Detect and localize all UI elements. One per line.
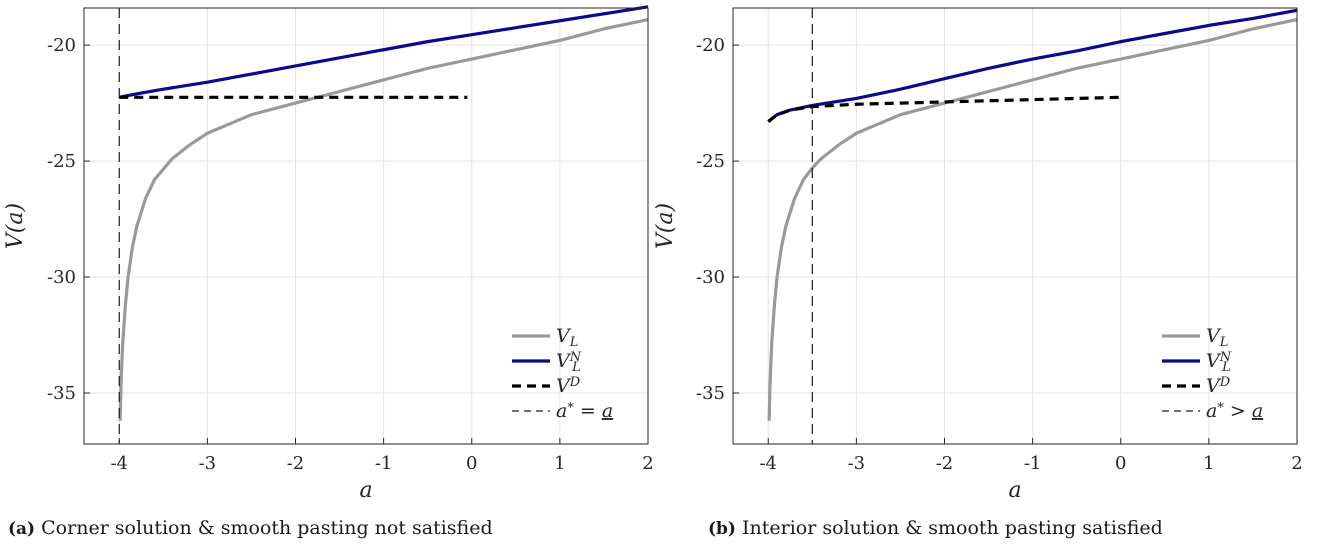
caption-b-tag: (b) [708,519,736,539]
y-tick-label: -35 [696,383,725,404]
caption-b-text: Interior solution & smooth pasting satis… [735,517,1163,539]
legend-superscript: N [1219,350,1232,365]
legend-superscript: D [1219,375,1231,390]
legend-text: V [556,350,572,372]
x-tick-label: -1 [1024,453,1042,474]
series-line-v-l [118,18,649,421]
legend-text: V [556,375,572,397]
y-axis-label: V(a) [3,203,28,249]
x-tick-label: 0 [1115,453,1126,474]
axes-frame [83,7,649,445]
x-tick-label: -3 [848,453,866,474]
y-tick-label: -20 [696,35,725,56]
legend-subscript: L [571,360,581,375]
legend-label: VD [556,375,581,397]
legend-text: V [1206,375,1222,397]
caption-panel-a: (a) Corner solution & smooth pasting not… [8,517,493,539]
legend-label: VD [1206,375,1231,397]
y-tick-label: -25 [47,151,76,172]
y-tick-label: -35 [47,383,76,404]
legend-superscript: * [1217,401,1224,416]
x-tick-label: 2 [642,453,653,474]
x-tick-label: 0 [466,453,477,474]
legend-text: V [556,325,572,347]
legend-operator: = [574,400,602,422]
caption-a-text: Corner solution & smooth pasting not sat… [35,517,493,539]
x-tick-label: 1 [1203,453,1214,474]
legend-subscript: L [569,335,579,350]
legend-superscript: * [567,401,574,416]
axes-frame [732,7,1298,445]
legend-text: a [1206,400,1217,422]
y-tick-label: -25 [696,151,725,172]
y-axis-label: V(a) [653,203,678,249]
legend-subscript: L [1219,335,1229,350]
x-tick-label: 2 [1291,453,1302,474]
y-tick-label: -30 [47,267,76,288]
legend-text: a [556,400,567,422]
legend-text: a [602,400,613,422]
x-axis-label: a [359,478,372,503]
legend-subscript: L [1221,360,1231,375]
legend-label: VL [556,325,578,350]
caption-panel-b: (b) Interior solution & smooth pasting s… [708,517,1163,539]
legend-superscript: N [569,350,582,365]
legend-superscript: D [569,375,581,390]
series-line-v-d [767,95,1121,123]
x-tick-label: -2 [936,453,954,474]
legend-label: VN L [1206,350,1232,375]
x-axis-label: a [1008,478,1021,503]
series-line-v-l [767,18,1298,421]
caption-a-tag: (a) [8,519,36,539]
legend-label: a* = a [556,400,613,422]
series-line-v-l-n [118,5,649,99]
x-tick-label: -1 [375,453,393,474]
legend-label: VN L [556,350,582,375]
x-tick-label: -4 [110,453,128,474]
legend-text: V [1206,325,1222,347]
legend-label: VL [1206,325,1228,350]
x-tick-label: -2 [287,453,305,474]
legend-operator: > [1224,400,1252,422]
y-tick-label: -30 [696,267,725,288]
legend-text: a [1252,400,1263,422]
legend-label: a* > a [1206,400,1263,422]
x-tick-label: -4 [759,453,777,474]
x-tick-label: 1 [554,453,565,474]
y-tick-label: -20 [47,35,76,56]
legend-text: V [1206,350,1222,372]
x-tick-label: -3 [199,453,217,474]
